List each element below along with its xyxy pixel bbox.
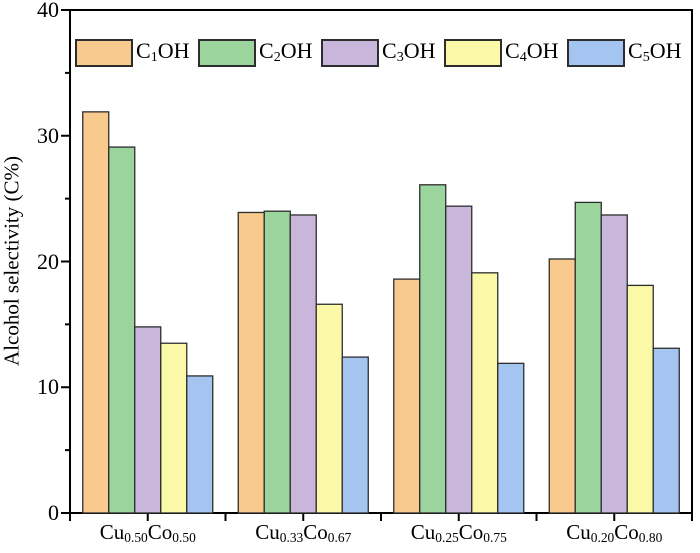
legend-label-C5OH: C5OH: [628, 38, 682, 66]
label-text: OH: [157, 38, 190, 64]
legend-label-C3OH: C3OH: [382, 38, 436, 66]
label-subscript: 0.33: [279, 529, 304, 545]
bar-C3OH-Cu0.50Co0.50: [134, 326, 162, 514]
label-subscript: 0.20: [590, 529, 615, 545]
label-text: Cu: [566, 520, 591, 544]
label-subscript: 0.80: [638, 529, 663, 545]
label-text: C: [259, 38, 274, 64]
legend-swatch-C2OH: [198, 38, 256, 67]
legend-swatch-C5OH: [567, 38, 625, 67]
label-text: Co: [458, 520, 484, 544]
bar-C4OH-Cu0.20Co0.80: [626, 284, 654, 514]
legend-item-C1OH: C1OH: [75, 38, 190, 67]
label-text: Co: [614, 520, 639, 544]
y-axis-title: Alcohol selectivity (C%): [0, 156, 24, 366]
bar-C3OH-Cu0.25Co0.75: [445, 205, 473, 514]
bar-C4OH-Cu0.50Co0.50: [160, 342, 188, 514]
bar-C1OH-Cu0.33Co0.67: [237, 211, 265, 514]
x-category-label-Cu0.33Co0.67: Cu0.33Co0.67: [255, 520, 352, 546]
bar-C5OH-Cu0.50Co0.50: [186, 375, 214, 514]
bar-C1OH-Cu0.50Co0.50: [82, 111, 110, 514]
legend-label-C4OH: C4OH: [505, 38, 559, 66]
x-category-label-Cu0.50Co0.50: Cu0.50Co0.50: [99, 520, 196, 546]
legend-item-C4OH: C4OH: [444, 38, 559, 67]
label-text: Co: [303, 520, 328, 544]
y-tick-label: 20: [37, 248, 59, 274]
y-tick-label: 40: [37, 0, 59, 22]
label-text: OH: [280, 38, 313, 64]
label-subscript: 0.67: [327, 529, 352, 545]
x-category-label-Cu0.25Co0.75: Cu0.25Co0.75: [410, 520, 507, 546]
label-text: Cu: [255, 520, 280, 544]
label-text: C: [505, 38, 520, 64]
legend-swatch-C1OH: [75, 38, 133, 67]
label-text: OH: [526, 38, 559, 64]
y-tick-label: 0: [48, 500, 59, 525]
label-subscript: 4: [519, 49, 527, 66]
label-text: OH: [649, 38, 682, 64]
label-subscript: 0.50: [124, 529, 148, 545]
bar-C2OH-Cu0.33Co0.67: [263, 210, 291, 514]
bar-C4OH-Cu0.25Co0.75: [471, 272, 499, 514]
legend-item-C2OH: C2OH: [198, 38, 313, 67]
label-text: C: [382, 38, 397, 64]
y-tick-label: 30: [37, 122, 59, 148]
legend-item-C5OH: C5OH: [567, 38, 682, 67]
bar-C2OH-Cu0.20Co0.80: [574, 201, 602, 514]
x-category-label-Cu0.20Co0.80: Cu0.20Co0.80: [566, 520, 663, 546]
bar-C5OH-Cu0.25Co0.75: [497, 362, 525, 514]
label-text: OH: [403, 38, 436, 64]
bar-C1OH-Cu0.20Co0.80: [548, 258, 576, 514]
legend-label-C2OH: C2OH: [259, 38, 313, 66]
legend-item-C3OH: C3OH: [321, 38, 436, 67]
legend-swatch-C3OH: [321, 38, 379, 67]
label-subscript: 0.25: [435, 529, 459, 545]
bar-C3OH-Cu0.20Co0.80: [600, 214, 628, 514]
label-subscript: 2: [273, 49, 281, 66]
bar-C2OH-Cu0.50Co0.50: [108, 146, 136, 514]
legend-swatch-C4OH: [444, 38, 502, 67]
label-subscript: 0.50: [172, 529, 196, 545]
bar-C4OH-Cu0.33Co0.67: [315, 303, 343, 514]
label-text: Cu: [410, 520, 436, 544]
label-text: Co: [147, 520, 173, 544]
label-subscript: 3: [396, 49, 404, 66]
bar-C5OH-Cu0.33Co0.67: [341, 356, 369, 514]
label-subscript: 0.75: [483, 529, 507, 545]
bar-C3OH-Cu0.33Co0.67: [289, 214, 317, 514]
legend-label-C1OH: C1OH: [136, 38, 190, 66]
label-text: Cu: [99, 520, 125, 544]
label-text: C: [628, 38, 643, 64]
label-subscript: 1: [150, 49, 158, 66]
bar-C1OH-Cu0.25Co0.75: [393, 278, 421, 514]
label-subscript: 5: [642, 49, 650, 66]
label-text: C: [136, 38, 151, 64]
bar-C5OH-Cu0.20Co0.80: [652, 347, 680, 514]
bar-C2OH-Cu0.25Co0.75: [419, 184, 447, 514]
y-tick-label: 10: [37, 374, 59, 400]
